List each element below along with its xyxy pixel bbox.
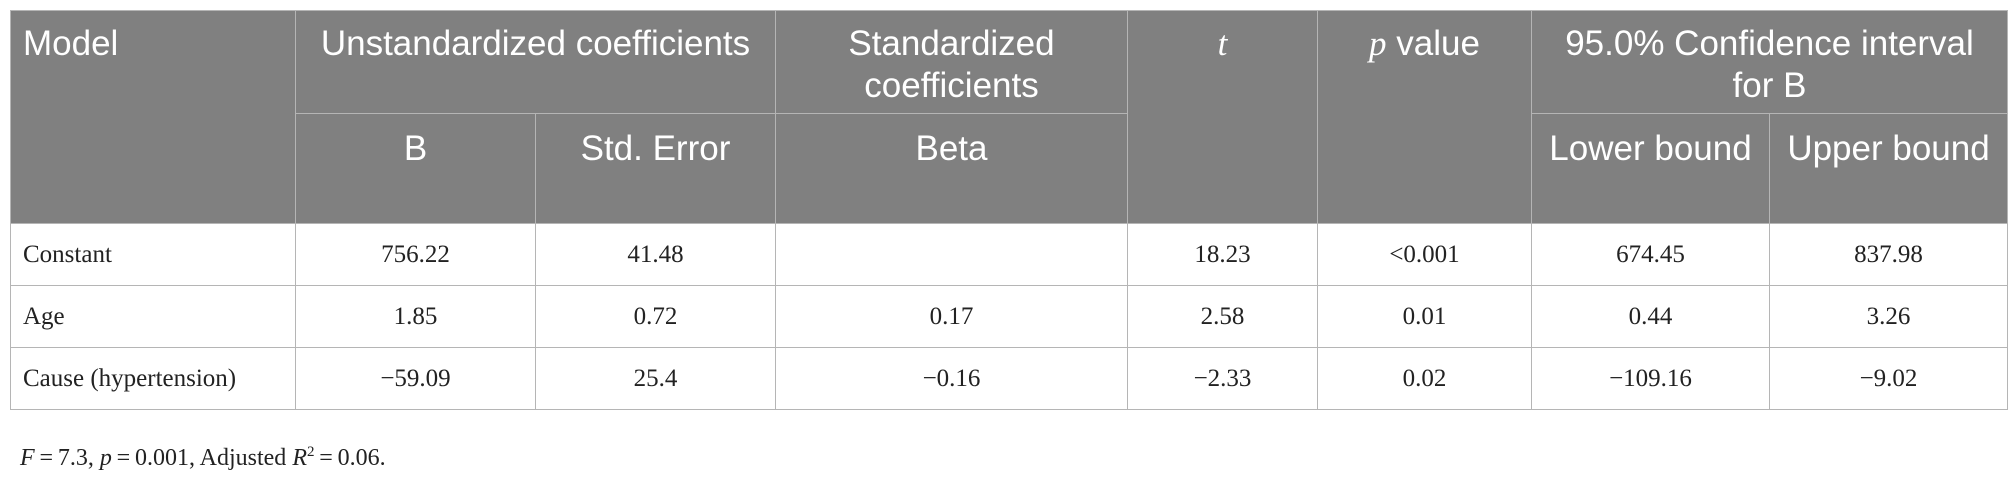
header-standardized: Standardized coefficients (775, 10, 1128, 114)
cell-upper: 3.26 (1768, 285, 2009, 348)
footnote-r-superscript: 2 (306, 444, 315, 460)
header-p-label: p (1369, 24, 1387, 63)
cell-std-error: 0.72 (535, 285, 776, 348)
footnote-r-value: = 0.06. (314, 445, 386, 471)
table-row: Cause (hypertension) −59.09 25.4 −0.16 −… (10, 347, 2009, 410)
header-confidence-interval: 95.0% Confidence interval for B (1530, 10, 2009, 114)
cell-beta: 0.17 (775, 285, 1128, 348)
cell-b: 1.85 (295, 285, 536, 348)
cell-std-error: 25.4 (535, 347, 776, 410)
cell-beta: −0.16 (775, 347, 1128, 410)
cell-t: 18.23 (1127, 223, 1318, 286)
cell-b: 756.22 (295, 223, 536, 286)
cell-std-error: 41.48 (535, 223, 776, 286)
header-b: B (295, 113, 536, 224)
footnote-p-label: p (99, 445, 112, 471)
header-std-error: Std. Error (535, 113, 776, 224)
header-p-rest: value (1386, 24, 1480, 63)
header-p-value: p value (1317, 10, 1532, 224)
cell-p: 0.01 (1317, 285, 1532, 348)
footnote-f-value: = 7.3, (34, 445, 100, 471)
cell-p: 0.02 (1317, 347, 1532, 410)
cell-model: Cause (hypertension) (10, 347, 296, 410)
cell-beta (775, 223, 1128, 286)
header-t-label: t (1217, 24, 1228, 63)
table-footnote: F = 7.3, p = 0.001, Adjusted R2 = 0.06. (20, 445, 386, 472)
cell-p: <0.001 (1317, 223, 1532, 286)
cell-model: Constant (10, 223, 296, 286)
footnote-p-value: = 0.001, Adjusted (111, 445, 293, 471)
cell-lower: 674.45 (1531, 223, 1770, 286)
footnote-r-label: R (292, 445, 307, 471)
cell-lower: −109.16 (1531, 347, 1770, 410)
header-t: t (1127, 10, 1318, 224)
cell-b: −59.09 (295, 347, 536, 410)
header-unstandardized: Unstandardized coefficients (295, 10, 776, 114)
cell-upper: −9.02 (1768, 347, 2009, 410)
cell-t: 2.58 (1127, 285, 1318, 348)
regression-table-container: Model Unstandardized coefficients Standa… (10, 10, 2009, 410)
table-row: Age 1.85 0.72 0.17 2.58 0.01 0.44 3.26 (10, 285, 2009, 348)
regression-table: Model Unstandardized coefficients Standa… (10, 10, 2009, 410)
header-beta: Beta (775, 113, 1128, 224)
header-lower-bound: Lower bound (1531, 113, 1770, 224)
cell-upper: 837.98 (1768, 223, 2009, 286)
cell-model: Age (10, 285, 296, 348)
table-row: Constant 756.22 41.48 18.23 <0.001 674.4… (10, 223, 2009, 286)
cell-lower: 0.44 (1531, 285, 1770, 348)
header-upper-bound: Upper bound (1768, 113, 2009, 224)
footnote-f-label: F (20, 445, 35, 471)
cell-t: −2.33 (1127, 347, 1318, 410)
header-model: Model (10, 10, 296, 224)
